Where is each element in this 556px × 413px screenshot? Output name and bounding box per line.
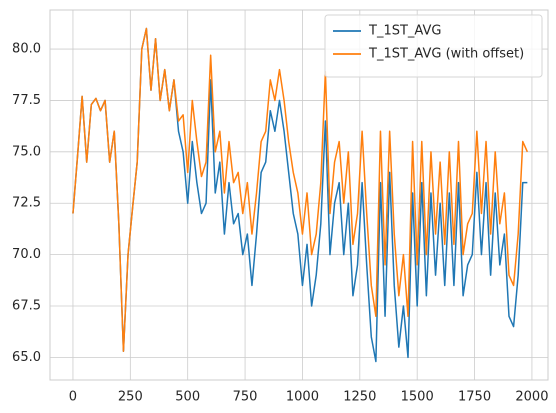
y-tick-label: 72.5 — [12, 196, 41, 211]
x-tick-label: 500 — [175, 390, 200, 405]
plot-frame — [49, 9, 549, 381]
x-tick-label: 2000 — [515, 390, 548, 405]
x-tick-label: 1000 — [286, 390, 319, 405]
x-tick-label: 0 — [69, 390, 77, 405]
legend-box — [324, 14, 543, 78]
x-tick-label: 1500 — [401, 390, 434, 405]
y-tick-label: 65.0 — [12, 350, 41, 365]
y-tick-label: 80.0 — [12, 42, 41, 57]
series-line — [72, 27, 529, 352]
legend-label: T_1ST_AVG — [368, 24, 441, 39]
y-tick-label: 67.5 — [12, 299, 41, 314]
y-tick-label: 75.0 — [12, 144, 41, 159]
x-tick-label: 750 — [233, 390, 258, 405]
legend: T_1ST_AVG T_1ST_AVG (with offset) — [324, 14, 543, 78]
x-tick-label: 250 — [118, 390, 143, 405]
x-tick-label: 1750 — [458, 390, 491, 405]
legend-label: T_1ST_AVG (with offset) — [368, 47, 524, 62]
x-tick-label: 1250 — [343, 390, 376, 405]
y-tick-label: 77.5 — [12, 93, 41, 108]
y-tick-label: 70.0 — [12, 247, 41, 262]
